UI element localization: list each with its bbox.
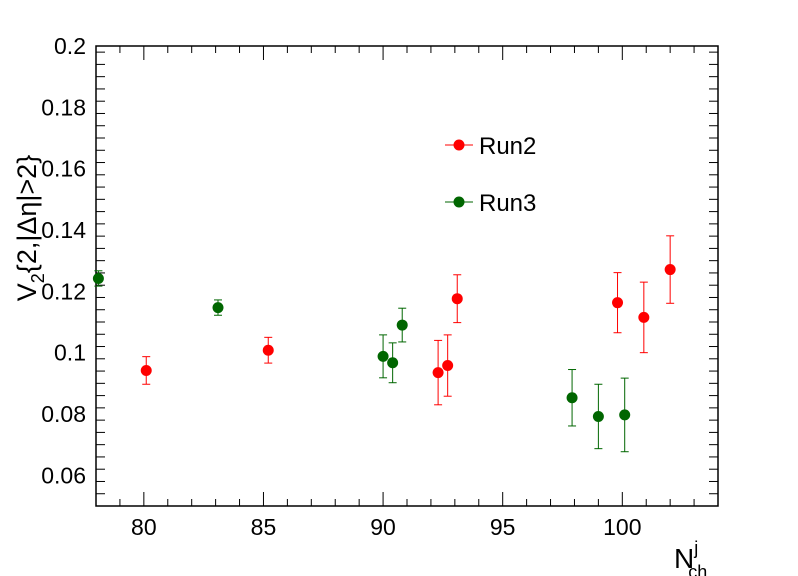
marker xyxy=(387,357,399,369)
x-tick-label: 100 xyxy=(603,514,641,540)
data-point xyxy=(442,334,454,397)
marker xyxy=(638,311,650,323)
y-label-star: * xyxy=(0,251,11,259)
x-tick-label: 95 xyxy=(490,514,516,540)
y-tick-label: 0.18 xyxy=(41,94,86,120)
marker xyxy=(592,410,604,422)
y-tick-label: 0.08 xyxy=(41,401,86,427)
marker xyxy=(396,319,408,331)
marker xyxy=(442,360,454,372)
data-point xyxy=(92,270,104,287)
marker xyxy=(566,392,578,404)
x-tick-label: 90 xyxy=(370,514,396,540)
data-point xyxy=(396,307,408,343)
x-tick-label: 80 xyxy=(131,514,157,540)
data-point xyxy=(592,383,604,450)
y-tick-label: 0.06 xyxy=(41,462,86,488)
legend-label: Run2 xyxy=(479,133,536,160)
data-point xyxy=(387,342,399,384)
data-point xyxy=(212,299,224,316)
y-tick-label: 0.12 xyxy=(41,278,86,304)
marker xyxy=(212,302,224,314)
legend-item-run3: Run3 xyxy=(445,190,536,217)
x-tick-labels: 80 85 90 95 100 xyxy=(131,514,641,540)
data-point xyxy=(664,235,676,304)
data-point xyxy=(140,356,152,385)
y-axis-label: V2{2,|Δη|>2} * * xyxy=(0,94,48,301)
marker xyxy=(664,264,676,276)
svg-text:V2{2,|Δη|>2}: V2{2,|Δη|>2} xyxy=(12,155,48,301)
y-tick-label: 0.14 xyxy=(41,217,86,243)
marker xyxy=(262,344,274,356)
axis-ticks xyxy=(95,46,719,507)
legend-item-run2: Run2 xyxy=(445,133,536,160)
data-point xyxy=(638,281,650,354)
legend-marker xyxy=(453,139,465,151)
data-point xyxy=(566,369,578,427)
legend-label: Run3 xyxy=(479,190,536,217)
legend: Run2 Run3 xyxy=(445,133,536,217)
marker xyxy=(612,297,624,309)
y-label-eta-star: * xyxy=(0,94,11,102)
legend-marker xyxy=(453,196,465,208)
data-points xyxy=(92,235,676,453)
y-tick-label: 0.1 xyxy=(54,340,86,366)
marker xyxy=(619,409,631,421)
data-point xyxy=(262,336,274,364)
marker xyxy=(92,272,104,284)
data-point xyxy=(619,377,631,453)
data-point xyxy=(377,334,389,379)
series-run3 xyxy=(92,270,631,453)
data-point xyxy=(451,274,463,324)
data-point xyxy=(432,339,444,406)
marker xyxy=(451,293,463,305)
data-point xyxy=(612,272,624,334)
y-tick-label: 0.16 xyxy=(41,156,86,182)
y-tick-labels: 0.06 0.08 0.1 0.12 0.14 0.16 0.18 0.2 xyxy=(41,33,86,488)
y-tick-label: 0.2 xyxy=(54,33,86,59)
series-run2 xyxy=(140,235,676,406)
marker xyxy=(377,350,389,362)
marker xyxy=(432,367,444,379)
x-axis-label: Nj ch xyxy=(674,538,707,576)
x-tick-label: 85 xyxy=(251,514,277,540)
marker xyxy=(140,364,152,376)
